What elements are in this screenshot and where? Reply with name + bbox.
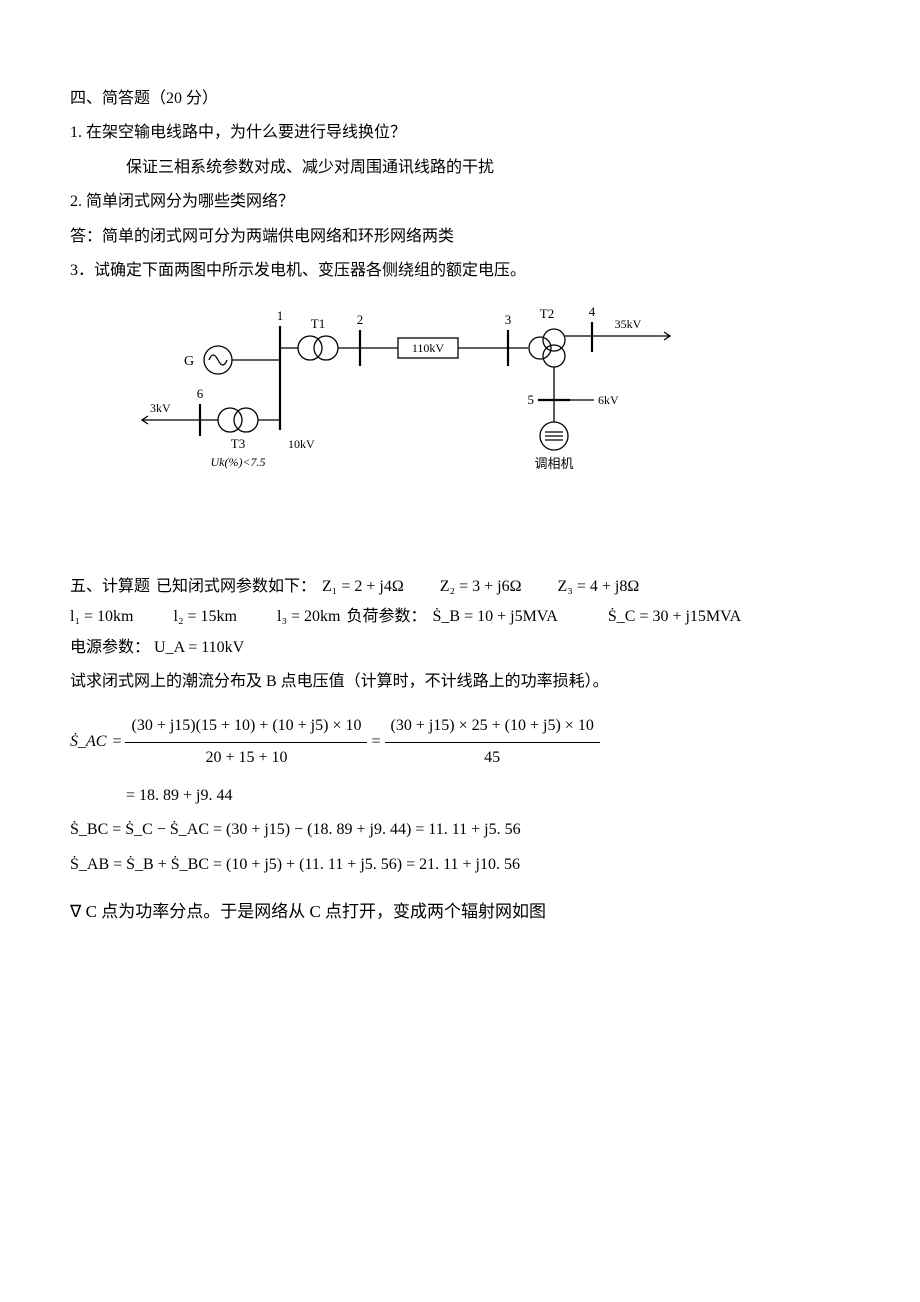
z2: Z₂ = 3 + j6Ω	[440, 572, 522, 602]
t1-label: T1	[311, 316, 325, 331]
node3: 3	[505, 312, 512, 327]
circuit-diagram: G 1 T1 2 110kV 3 T2 4 35kV	[140, 300, 850, 511]
node4: 4	[589, 304, 596, 319]
a1: 保证三相系统参数对成、减少对周围通讯线路的干扰	[70, 153, 850, 183]
t3-label: T3	[231, 436, 245, 451]
eq-sab: Ṡ_AB = Ṡ_B + Ṡ_BC = (10 + j5) + (11. 11 …	[70, 850, 850, 880]
uk: Uk(%)<7.5	[210, 455, 265, 469]
z3: Z₃ = 4 + j8Ω	[558, 572, 640, 602]
condenser-label: 调相机	[534, 456, 573, 471]
section4-heading: 四、简答题（20 分）	[70, 84, 850, 114]
t2-label: T2	[540, 306, 554, 321]
section5-line2: l₁ = 10km l₂ = 15km l₃ = 20km 负荷参数： Ṡ_B …	[70, 602, 850, 632]
eq1-num-a: (30 + j15)(15 + 10) + (10 + j5) × 10	[125, 711, 367, 742]
gen-label: G	[184, 354, 194, 369]
l3: l₃ = 20km	[277, 602, 341, 632]
l2: l₂ = 15km	[174, 602, 238, 632]
section5-line1: 五、计算题 已知闭式网参数如下： Z₁ = 2 + j4Ω Z₂ = 3 + j…	[70, 572, 850, 602]
v6: 6kV	[598, 393, 619, 407]
l1: l₁ = 10km	[70, 602, 134, 632]
eq-sac: Ṡ_AC = (30 + j15)(15 + 10) + (10 + j5) ×…	[70, 711, 850, 811]
z1: Z₁ = 2 + j4Ω	[322, 572, 404, 602]
node6: 6	[197, 386, 204, 401]
eq-sbc: Ṡ_BC = Ṡ_C − Ṡ_AC = (30 + j15) − (18. 89…	[70, 815, 850, 845]
eq1-den-a: 20 + 15 + 10	[199, 743, 293, 773]
ua: U_A = 110kV	[154, 639, 244, 656]
v3: 3kV	[150, 401, 171, 415]
node2: 2	[357, 312, 364, 327]
a2: 答：简单的闭式网可分为两端供电网络和环形网络两类	[70, 222, 850, 252]
known-prefix: 已知闭式网参数如下：	[156, 572, 316, 602]
conclusion: ∇ C 点为功率分点。于是网络从 C 点打开，变成两个辐射网如图	[70, 896, 850, 928]
v110: 110kV	[412, 341, 445, 355]
v35: 35kV	[615, 317, 642, 331]
eq1-lhs: Ṡ_AC	[70, 727, 106, 757]
sc: Ṡ_C = 30 + j15MVA	[608, 602, 741, 632]
source-prefix: 电源参数：	[70, 639, 150, 656]
node1: 1	[277, 308, 284, 323]
eq1-res: = 18. 89 + j9. 44	[126, 781, 233, 811]
q3: 3．试确定下面两图中所示发电机、变压器各侧绕组的额定电压。	[70, 256, 850, 286]
eq1-den-b: 45	[478, 743, 506, 773]
section5-line3: 电源参数： U_A = 110kV	[70, 633, 850, 663]
load-prefix: 负荷参数：	[347, 602, 427, 632]
sb: Ṡ_B = 10 + j5MVA	[433, 602, 558, 632]
section5-heading-prefix: 五、计算题	[70, 572, 150, 602]
v10: 10kV	[288, 437, 315, 451]
q2: 2. 简单闭式网分为哪些类网络？	[70, 187, 850, 217]
section5-ask: 试求闭式网上的潮流分布及 B 点电压值（计算时，不计线路上的功率损耗）。	[70, 667, 850, 697]
q1: 1. 在架空输电线路中，为什么要进行导线换位？	[70, 118, 850, 148]
node5: 5	[528, 392, 535, 407]
eq1-num-b: (30 + j15) × 25 + (10 + j5) × 10	[385, 711, 600, 742]
